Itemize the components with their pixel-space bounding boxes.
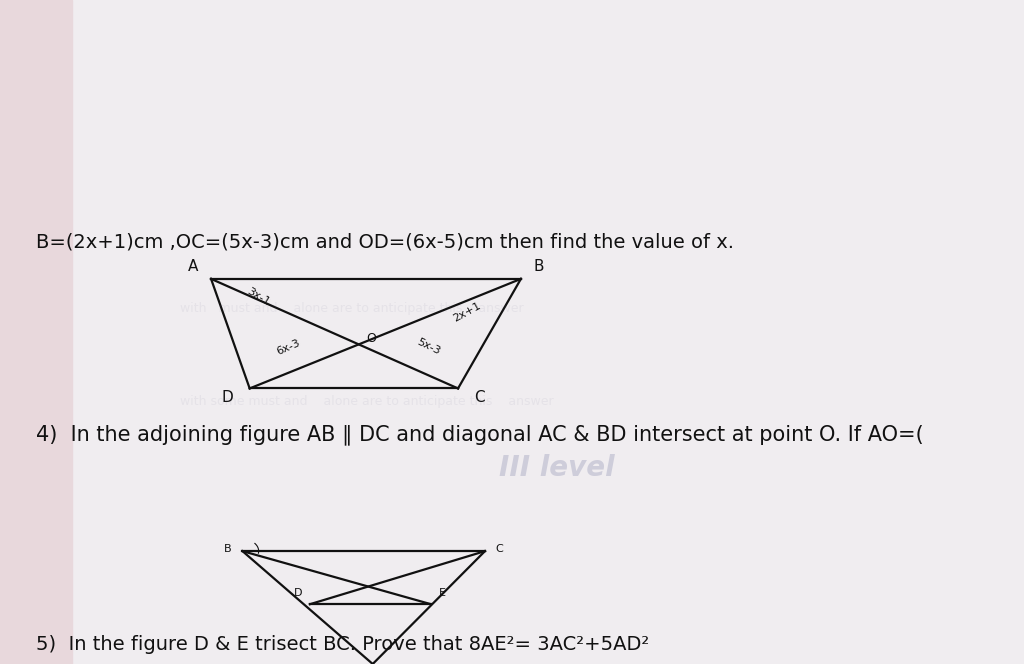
Text: C: C xyxy=(474,390,484,406)
Bar xyxy=(0,0,72,664)
Text: with   must and    alone are to anticipate this    answer: with must and alone are to anticipate th… xyxy=(179,302,523,315)
Text: B: B xyxy=(224,544,231,554)
Text: A: A xyxy=(188,258,199,274)
Text: C: C xyxy=(496,544,503,554)
Text: 6x-3: 6x-3 xyxy=(274,337,301,357)
Text: 2x+1: 2x+1 xyxy=(452,300,482,323)
Text: 5x-3: 5x-3 xyxy=(415,337,441,357)
Text: E: E xyxy=(439,588,446,598)
Text: O: O xyxy=(367,332,376,345)
Text: B: B xyxy=(534,258,544,274)
Text: 4)  In the adjoining figure AB ∥ DC and diagonal AC & BD intersect at point O. I: 4) In the adjoining figure AB ∥ DC and d… xyxy=(36,424,924,446)
Text: D: D xyxy=(222,390,233,406)
Text: with some must and    alone are to anticipate this    answer: with some must and alone are to anticipa… xyxy=(179,395,553,408)
Text: 5)  In the figure D & E trisect BC. Prove that 8AE²= 3AC²+5AD²: 5) In the figure D & E trisect BC. Prove… xyxy=(36,635,649,653)
Text: III level: III level xyxy=(499,454,614,482)
Text: 3x-1: 3x-1 xyxy=(245,286,271,307)
Text: B=(2x+1)cm ,OC=(5x-3)cm and OD=(6x-5)cm then find the value of x.: B=(2x+1)cm ,OC=(5x-3)cm and OD=(6x-5)cm … xyxy=(36,233,734,252)
Text: D: D xyxy=(294,588,302,598)
